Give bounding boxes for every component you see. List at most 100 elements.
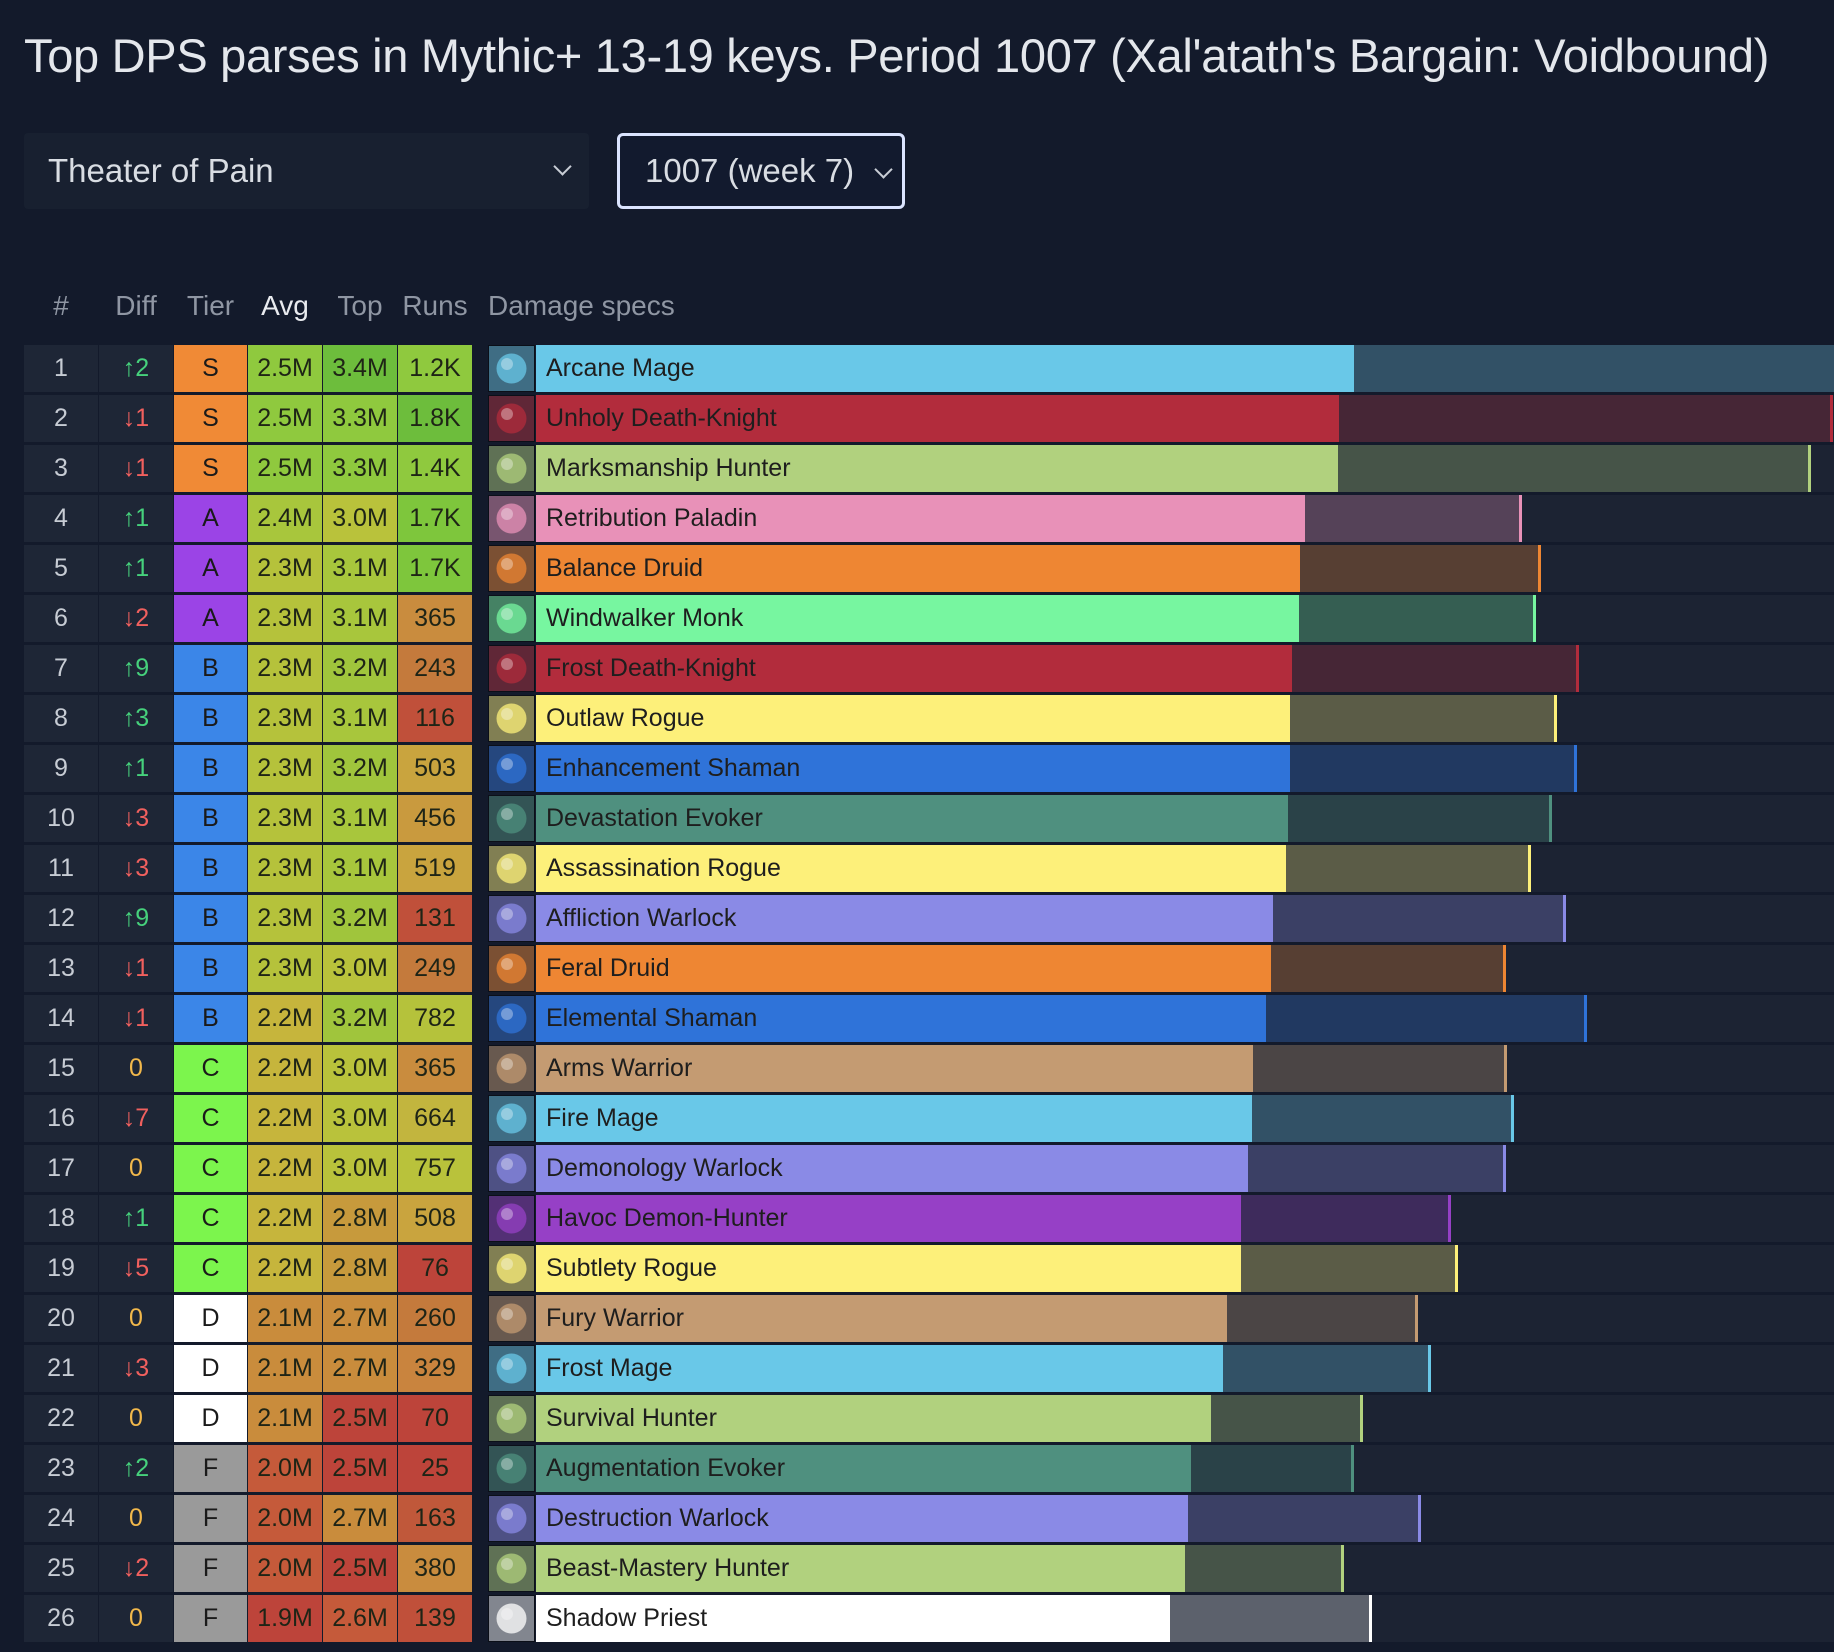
spec-name[interactable]: Feral Druid	[546, 954, 670, 982]
table-row[interactable]: 8 ↑3 B 2.3M 3.1M 116 Outlaw Rogue	[24, 695, 1834, 742]
table-row[interactable]: 10 ↓3 B 2.3M 3.1M 456 Devastation Evoker	[24, 795, 1834, 842]
table-row[interactable]: 18 ↑1 C 2.2M 2.8M 508 Havoc Demon-Hunter	[24, 1195, 1834, 1242]
table-row[interactable]: 15 0 C 2.2M 3.0M 365 Arms Warrior	[24, 1045, 1834, 1092]
spec-bar-track[interactable]: Shadow Priest	[536, 1595, 1834, 1642]
spec-name[interactable]: Balance Druid	[546, 554, 704, 582]
spec-bar-track[interactable]: Feral Druid	[536, 945, 1834, 992]
table-row[interactable]: 3 ↓1 S 2.5M 3.3M 1.4K Marksmanship Hunter	[24, 445, 1834, 492]
assassination-rogue-icon	[488, 845, 535, 892]
table-row[interactable]: 24 0 F 2.0M 2.7M 163 Destruction Warlock	[24, 1495, 1834, 1542]
table-row[interactable]: 2 ↓1 S 2.5M 3.3M 1.8K Unholy Death-Knight	[24, 395, 1834, 442]
spec-name[interactable]: Shadow Priest	[546, 1604, 708, 1632]
tier-badge: F	[174, 1495, 247, 1542]
diff-cell: 0	[99, 1495, 173, 1542]
spec-name[interactable]: Unholy Death-Knight	[546, 404, 777, 432]
spec-bar-track[interactable]: Unholy Death-Knight	[536, 395, 1834, 442]
table-row[interactable]: 1 ↑2 S 2.5M 3.4M 1.2K Arcane Mage	[24, 345, 1834, 392]
table-row[interactable]: 23 ↑2 F 2.0M 2.5M 25 Augmentation Evoker	[24, 1445, 1834, 1492]
spec-name[interactable]: Marksmanship Hunter	[546, 454, 791, 482]
rank-cell: 1	[24, 345, 98, 392]
table-row[interactable]: 26 0 F 1.9M 2.6M 139 Shadow Priest	[24, 1595, 1834, 1642]
table-row[interactable]: 17 0 C 2.2M 3.0M 757 Demonology Warlock	[24, 1145, 1834, 1192]
spec-bar-track[interactable]: Devastation Evoker	[536, 795, 1834, 842]
spec-name[interactable]: Destruction Warlock	[546, 1504, 769, 1532]
arcane-mage-icon	[488, 345, 535, 392]
table-row[interactable]: 11 ↓3 B 2.3M 3.1M 519 Assassination Rogue	[24, 845, 1834, 892]
spec-bar-track[interactable]: Marksmanship Hunter	[536, 445, 1834, 492]
runs-cell: 757	[398, 1145, 472, 1192]
spec-name[interactable]: Frost Mage	[546, 1354, 673, 1382]
table-row[interactable]: 6 ↓2 A 2.3M 3.1M 365 Windwalker Monk	[24, 595, 1834, 642]
runs-cell: 260	[398, 1295, 472, 1342]
spec-name[interactable]: Elemental Shaman	[546, 1004, 758, 1032]
rank-cell: 18	[24, 1195, 98, 1242]
spec-bar-track[interactable]: Havoc Demon-Hunter	[536, 1195, 1834, 1242]
spec-bar-track[interactable]: Enhancement Shaman	[536, 745, 1834, 792]
table-row[interactable]: 13 ↓1 B 2.3M 3.0M 249 Feral Druid	[24, 945, 1834, 992]
column-header-top[interactable]: Top	[337, 290, 383, 321]
spec-bar-track[interactable]: Balance Druid	[536, 545, 1834, 592]
spec-bar-track[interactable]: Windwalker Monk	[536, 595, 1834, 642]
spec-name[interactable]: Affliction Warlock	[546, 904, 737, 932]
table-row[interactable]: 22 0 D 2.1M 2.5M 70 Survival Hunter	[24, 1395, 1834, 1442]
column-header-rank[interactable]: #	[53, 290, 69, 321]
spec-name[interactable]: Arms Warrior	[546, 1054, 693, 1082]
spec-bar-track[interactable]: Frost Mage	[536, 1345, 1834, 1392]
table-row[interactable]: 5 ↑1 A 2.3M 3.1M 1.7K Balance Druid	[24, 545, 1834, 592]
spec-name[interactable]: Windwalker Monk	[546, 604, 744, 632]
spec-name[interactable]: Subtlety Rogue	[546, 1254, 717, 1282]
table-row[interactable]: 19 ↓5 C 2.2M 2.8M 76 Subtlety Rogue	[24, 1245, 1834, 1292]
table-row[interactable]: 4 ↑1 A 2.4M 3.0M 1.7K Retribution Paladin	[24, 495, 1834, 542]
spec-name[interactable]: Devastation Evoker	[546, 804, 763, 832]
spec-bar-track[interactable]: Destruction Warlock	[536, 1495, 1834, 1542]
spec-name[interactable]: Arcane Mage	[546, 354, 695, 382]
spec-name[interactable]: Fire Mage	[546, 1104, 659, 1132]
spec-bar-track[interactable]: Assassination Rogue	[536, 845, 1834, 892]
runs-cell: 365	[398, 595, 472, 642]
spec-bar-track[interactable]: Subtlety Rogue	[536, 1245, 1834, 1292]
spec-bar-track[interactable]: Survival Hunter	[536, 1395, 1834, 1442]
column-header-diff[interactable]: Diff	[115, 290, 157, 321]
column-header-runs[interactable]: Runs	[402, 290, 468, 321]
table-row[interactable]: 7 ↑9 B 2.3M 3.2M 243 Frost Death-Knight	[24, 645, 1834, 692]
spec-bar-track[interactable]: Beast-Mastery Hunter	[536, 1545, 1834, 1592]
avg-dps-bar	[536, 1195, 1242, 1242]
spec-name[interactable]: Havoc Demon-Hunter	[546, 1204, 788, 1232]
tier-badge: B	[174, 945, 247, 992]
column-header-tier[interactable]: Tier	[186, 290, 235, 321]
spec-name[interactable]: Retribution Paladin	[546, 504, 758, 532]
dungeon-select[interactable]: Theater of Pain	[24, 133, 589, 209]
spec-name[interactable]: Assassination Rogue	[546, 854, 781, 882]
spec-name[interactable]: Outlaw Rogue	[546, 704, 705, 732]
spec-bar-track[interactable]: Affliction Warlock	[536, 895, 1834, 942]
spec-name[interactable]: Demonology Warlock	[546, 1154, 783, 1182]
spec-name[interactable]: Enhancement Shaman	[546, 754, 801, 782]
spec-bar-track[interactable]: Frost Death-Knight	[536, 645, 1834, 692]
spec-bar-track[interactable]: Augmentation Evoker	[536, 1445, 1834, 1492]
table-row[interactable]: 9 ↑1 B 2.3M 3.2M 503 Enhancement Shaman	[24, 745, 1834, 792]
table-row[interactable]: 16 ↓7 C 2.2M 3.0M 664 Fire Mage	[24, 1095, 1834, 1142]
spec-name[interactable]: Frost Death-Knight	[546, 654, 756, 682]
table-row[interactable]: 25 ↓2 F 2.0M 2.5M 380 Beast-Mastery Hunter	[24, 1545, 1834, 1592]
spec-bar-track[interactable]: Arcane Mage	[536, 345, 1834, 392]
column-header-avg[interactable]: Avg	[261, 290, 309, 321]
spec-bar-track[interactable]: Arms Warrior	[536, 1045, 1834, 1092]
table-row[interactable]: 12 ↑9 B 2.3M 3.2M 131 Affliction Warlock	[24, 895, 1834, 942]
table-row[interactable]: 20 0 D 2.1M 2.7M 260 Fury Warrior	[24, 1295, 1834, 1342]
avg-dps-cell: 2.0M	[248, 1495, 322, 1542]
spec-bar-track[interactable]: Fury Warrior	[536, 1295, 1834, 1342]
spec-bar-track[interactable]: Retribution Paladin	[536, 495, 1834, 542]
spec-name[interactable]: Survival Hunter	[546, 1404, 717, 1432]
spec-name[interactable]: Fury Warrior	[546, 1304, 684, 1332]
top-dps-cell: 2.5M	[323, 1545, 397, 1592]
spec-bar-track[interactable]: Fire Mage	[536, 1095, 1834, 1142]
spec-bar-track[interactable]: Outlaw Rogue	[536, 695, 1834, 742]
spec-name[interactable]: Augmentation Evoker	[546, 1454, 786, 1482]
spec-bar-track[interactable]: Demonology Warlock	[536, 1145, 1834, 1192]
runs-cell: 782	[398, 995, 472, 1042]
spec-bar-track[interactable]: Elemental Shaman	[536, 995, 1834, 1042]
table-row[interactable]: 14 ↓1 B 2.2M 3.2M 782 Elemental Shaman	[24, 995, 1834, 1042]
spec-name[interactable]: Beast-Mastery Hunter	[546, 1554, 790, 1582]
table-row[interactable]: 21 ↓3 D 2.1M 2.7M 329 Frost Mage	[24, 1345, 1834, 1392]
period-select[interactable]: 1007 (week 7)	[617, 133, 905, 209]
